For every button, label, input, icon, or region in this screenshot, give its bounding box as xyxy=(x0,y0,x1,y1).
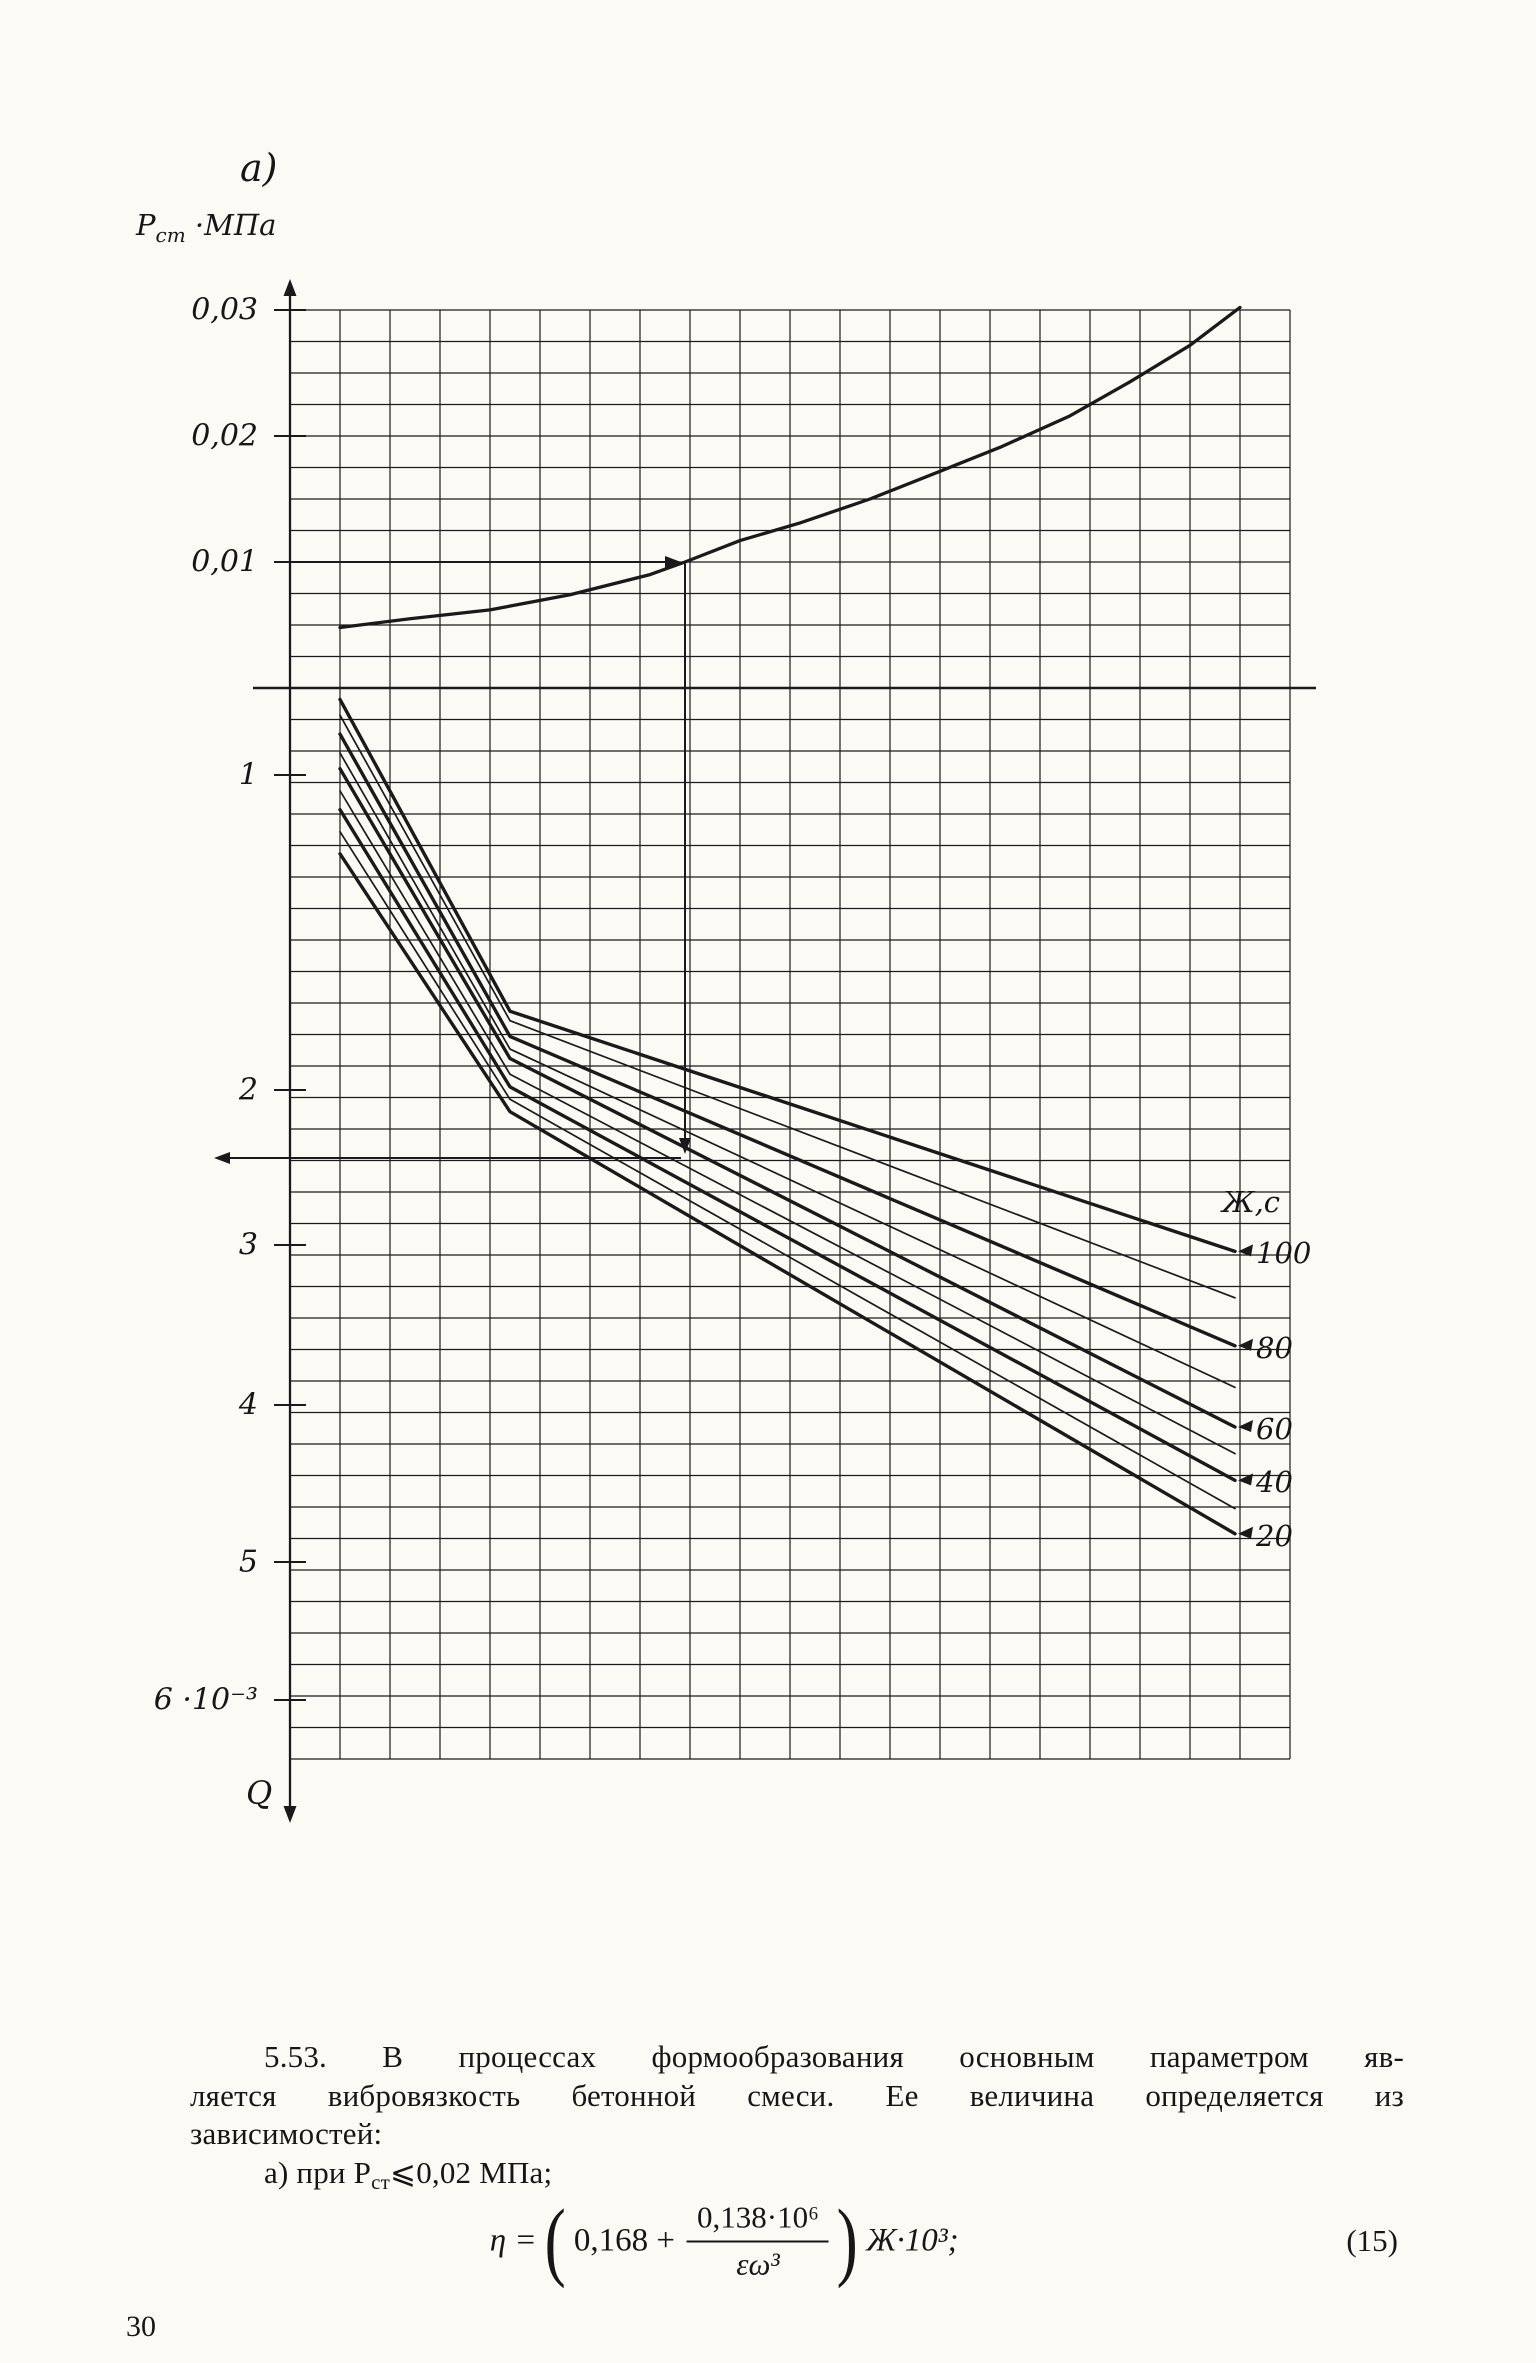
formula-15: η = ( 0,168 + 0,138·10⁶ εω³ ) Ж·10³; xyxy=(489,2192,959,2290)
paragraph-line-2: ляется вибровязкость бетонной смеси. Ее … xyxy=(190,2077,1404,2113)
formula-15-row: η = ( 0,168 + 0,138·10⁶ εω³ ) Ж·10³; (15… xyxy=(190,2182,1404,2300)
formula-lhs: η = xyxy=(489,2222,537,2259)
fan-label-arrow-80 xyxy=(1238,1338,1253,1351)
paragraph-line-1: 5.53. В процессах формообразования основ… xyxy=(264,2039,1404,2074)
formula-rhs: Ж·10³; xyxy=(866,2222,959,2259)
fraction-numerator: 0,138·10⁶ xyxy=(687,2200,829,2243)
axis-title-subscript: ст xyxy=(155,223,186,247)
condition-subscript: ст xyxy=(371,2169,391,2194)
fraction-denominator: εω³ xyxy=(736,2246,780,2282)
condition-line: а) при Рст⩽0,02 МПа; xyxy=(190,2154,1404,2202)
fan-line-5 xyxy=(339,789,1236,1455)
fan-label-arrow-60 xyxy=(1238,1419,1253,1432)
formula-close-paren: ) xyxy=(837,2192,859,2290)
fan-line-1 xyxy=(339,714,1236,1299)
pressure-curve xyxy=(338,305,1242,630)
y-axis-arrow-up xyxy=(283,279,297,296)
fan-line-100 xyxy=(338,697,1237,1254)
y-axis-arrow-down xyxy=(283,1806,297,1823)
fan-line-3 xyxy=(339,752,1236,1389)
fan-line-40 xyxy=(338,807,1237,1483)
condition-prefix: а) при Р xyxy=(264,2154,372,2190)
paragraph-line-3: зависимостей: xyxy=(190,2116,383,2151)
guide-arrow-left xyxy=(214,1152,230,1164)
axis-title-symbol: Р xyxy=(136,208,156,242)
formula-term1: 0,168 + xyxy=(573,2222,676,2259)
formula-fraction: 0,138·10⁶ εω³ xyxy=(687,2200,829,2283)
fan-line-7 xyxy=(339,830,1236,1510)
formula-open-paren: ( xyxy=(544,2192,566,2290)
fan-label-arrow-20 xyxy=(1238,1526,1253,1539)
y-axis-title: Рст ·МПа xyxy=(136,208,276,247)
equation-number: (15) xyxy=(1346,2223,1398,2258)
axis-title-unit: ·МПа xyxy=(185,208,277,242)
fan-label-arrow-100 xyxy=(1238,1244,1253,1257)
fan-label-arrow-40 xyxy=(1238,1473,1253,1486)
fan-line-20 xyxy=(338,852,1237,1536)
condition-suffix: ⩽0,02 МПа; xyxy=(390,2154,553,2190)
fan-line-60 xyxy=(338,767,1237,1429)
origin-label: Q xyxy=(246,1774,273,1812)
page-number: 30 xyxy=(126,2310,156,2343)
guide-arrow-down xyxy=(679,1138,691,1154)
fan-line-80 xyxy=(338,732,1237,1348)
paragraph-5-53: 5.53. В процессах формообразования основ… xyxy=(190,2038,1404,2201)
figure-label: а) xyxy=(240,146,278,190)
guide-arrow-right xyxy=(665,556,681,568)
